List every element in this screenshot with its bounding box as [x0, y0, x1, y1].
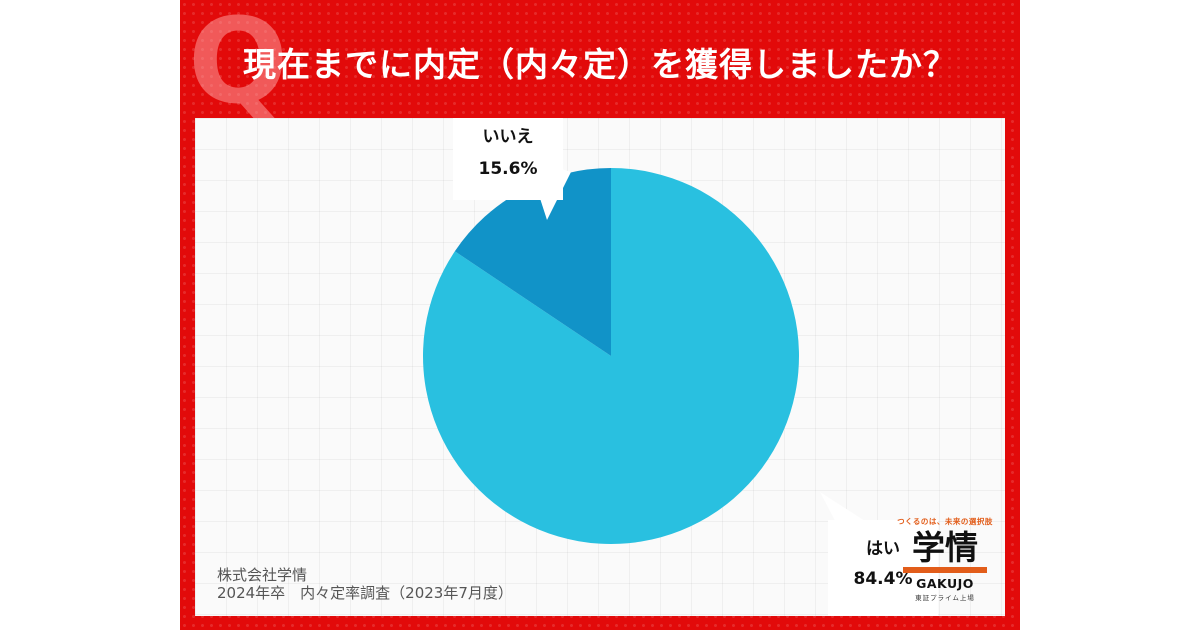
source-survey: 2024年卒 内々定率調査（2023年7月度） — [217, 584, 513, 602]
card-background: Q 現在までに内定（内々定）を獲得しましたか？ はい 84.4% いいえ 15.6% … — [180, 0, 1020, 630]
slice-iie — [454, 168, 611, 356]
q-mark: Q — [188, 0, 289, 130]
logo-name: 学情 — [912, 528, 978, 567]
label-hai-name: はい — [866, 539, 900, 559]
source-credit: 株式会社学情 2024年卒 内々定率調査（2023年7月度） — [217, 566, 513, 602]
source-company: 株式会社学情 — [217, 566, 308, 584]
logo-bar — [903, 567, 987, 573]
logo-name-en: GAKUJO — [916, 576, 974, 591]
logo-sub: 東証プライム上場 — [915, 594, 975, 602]
label-iie-value: 15.6% — [479, 159, 538, 179]
label-iie-name: いいえ — [483, 127, 534, 147]
chart-panel: はい 84.4% いいえ 15.6% 株式会社学情 2024年卒 内々定率調査（202… — [195, 118, 1005, 616]
gakujo-logo: つくるのは、未来の選択肢 学情 GAKUJO 東証プライム上場 — [889, 514, 1001, 612]
page-title: 現在までに内定（内々定）を獲得しましたか？ — [243, 45, 957, 84]
label-hai-value: 84.4% — [854, 569, 913, 589]
pie-chart: はい 84.4% いいえ 15.6% — [422, 118, 938, 616]
label-iie: いいえ 15.6% — [453, 118, 571, 220]
logo-tagline: つくるのは、未来の選択肢 — [897, 517, 993, 526]
